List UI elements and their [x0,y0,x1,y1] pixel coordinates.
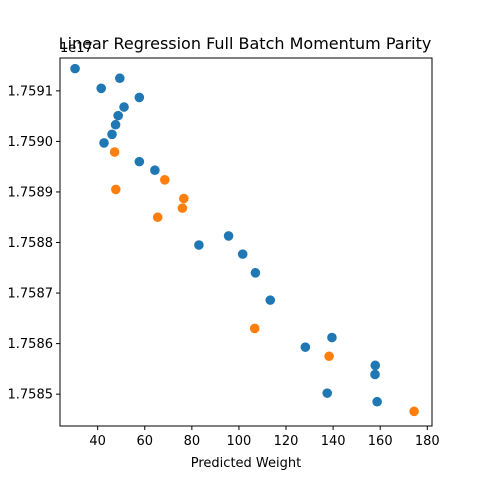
data-point-series-1 [113,110,123,121]
y-tick-label: 1.7585 [8,388,54,403]
x-tick-label: 160 [368,434,393,449]
data-point-series-1 [300,342,311,352]
plot-frame [59,57,433,427]
data-point-series-1 [110,119,121,130]
data-point-series-2 [249,323,260,334]
y-axis: 1.7585 1.7586 1.7587 1.7588 1.7589 1.7590 1.75… [8,84,60,403]
data-point-series-2 [152,212,163,223]
data-point-series-1 [265,295,276,305]
y-tick-label: 1.7586 [8,337,54,352]
data-point-series-1 [96,83,107,94]
data-point-series-1 [115,73,125,84]
data-point-series-2 [109,147,120,157]
data-point-series-1 [134,92,145,103]
data-point-series-1 [119,102,129,112]
data-point-series-1 [134,156,145,167]
x-tick-label: 40 [89,434,106,449]
data-point-series-1 [223,231,234,241]
y-offset-label: 1e17 [60,41,93,56]
data-points [70,63,419,417]
x-tick-label: 140 [321,434,346,449]
data-point-series-2 [159,175,170,185]
data-point-series-1 [322,388,333,398]
data-point-series-1 [70,63,80,74]
x-tick-label: 80 [184,434,201,449]
data-point-series-2 [409,406,419,417]
data-point-series-2 [111,184,121,195]
x-axis: 40 60 80 100 120 140 160 180 [89,426,440,449]
data-point-series-1 [99,138,109,148]
data-point-series-1 [370,369,380,380]
x-tick-label: 100 [227,434,252,449]
data-point-series-1 [194,240,204,250]
data-point-series-1 [150,165,160,176]
y-tick-label: 1.7591 [8,84,54,99]
x-tick-label: 180 [415,434,440,449]
data-point-series-1 [250,268,261,278]
data-point-series-1 [237,249,248,259]
data-point-series-1 [372,396,382,407]
data-point-series-1 [107,129,117,140]
data-point-series-1 [370,360,381,371]
y-tick-label: 1.7587 [8,287,54,302]
y-tick-label: 1.7588 [8,236,54,251]
x-tick-label: 60 [136,434,153,449]
data-point-series-2 [179,193,189,204]
data-point-series-2 [177,203,188,213]
chart-title: Linear Regression Full Batch Momentum Pa… [59,34,432,53]
x-tick-label: 120 [274,434,299,449]
y-tick-label: 1.7589 [8,185,54,200]
x-axis-label: Predicted Weight [191,456,301,471]
y-tick-label: 1.7590 [8,135,54,150]
data-point-series-2 [324,351,334,362]
data-point-series-1 [327,332,337,343]
